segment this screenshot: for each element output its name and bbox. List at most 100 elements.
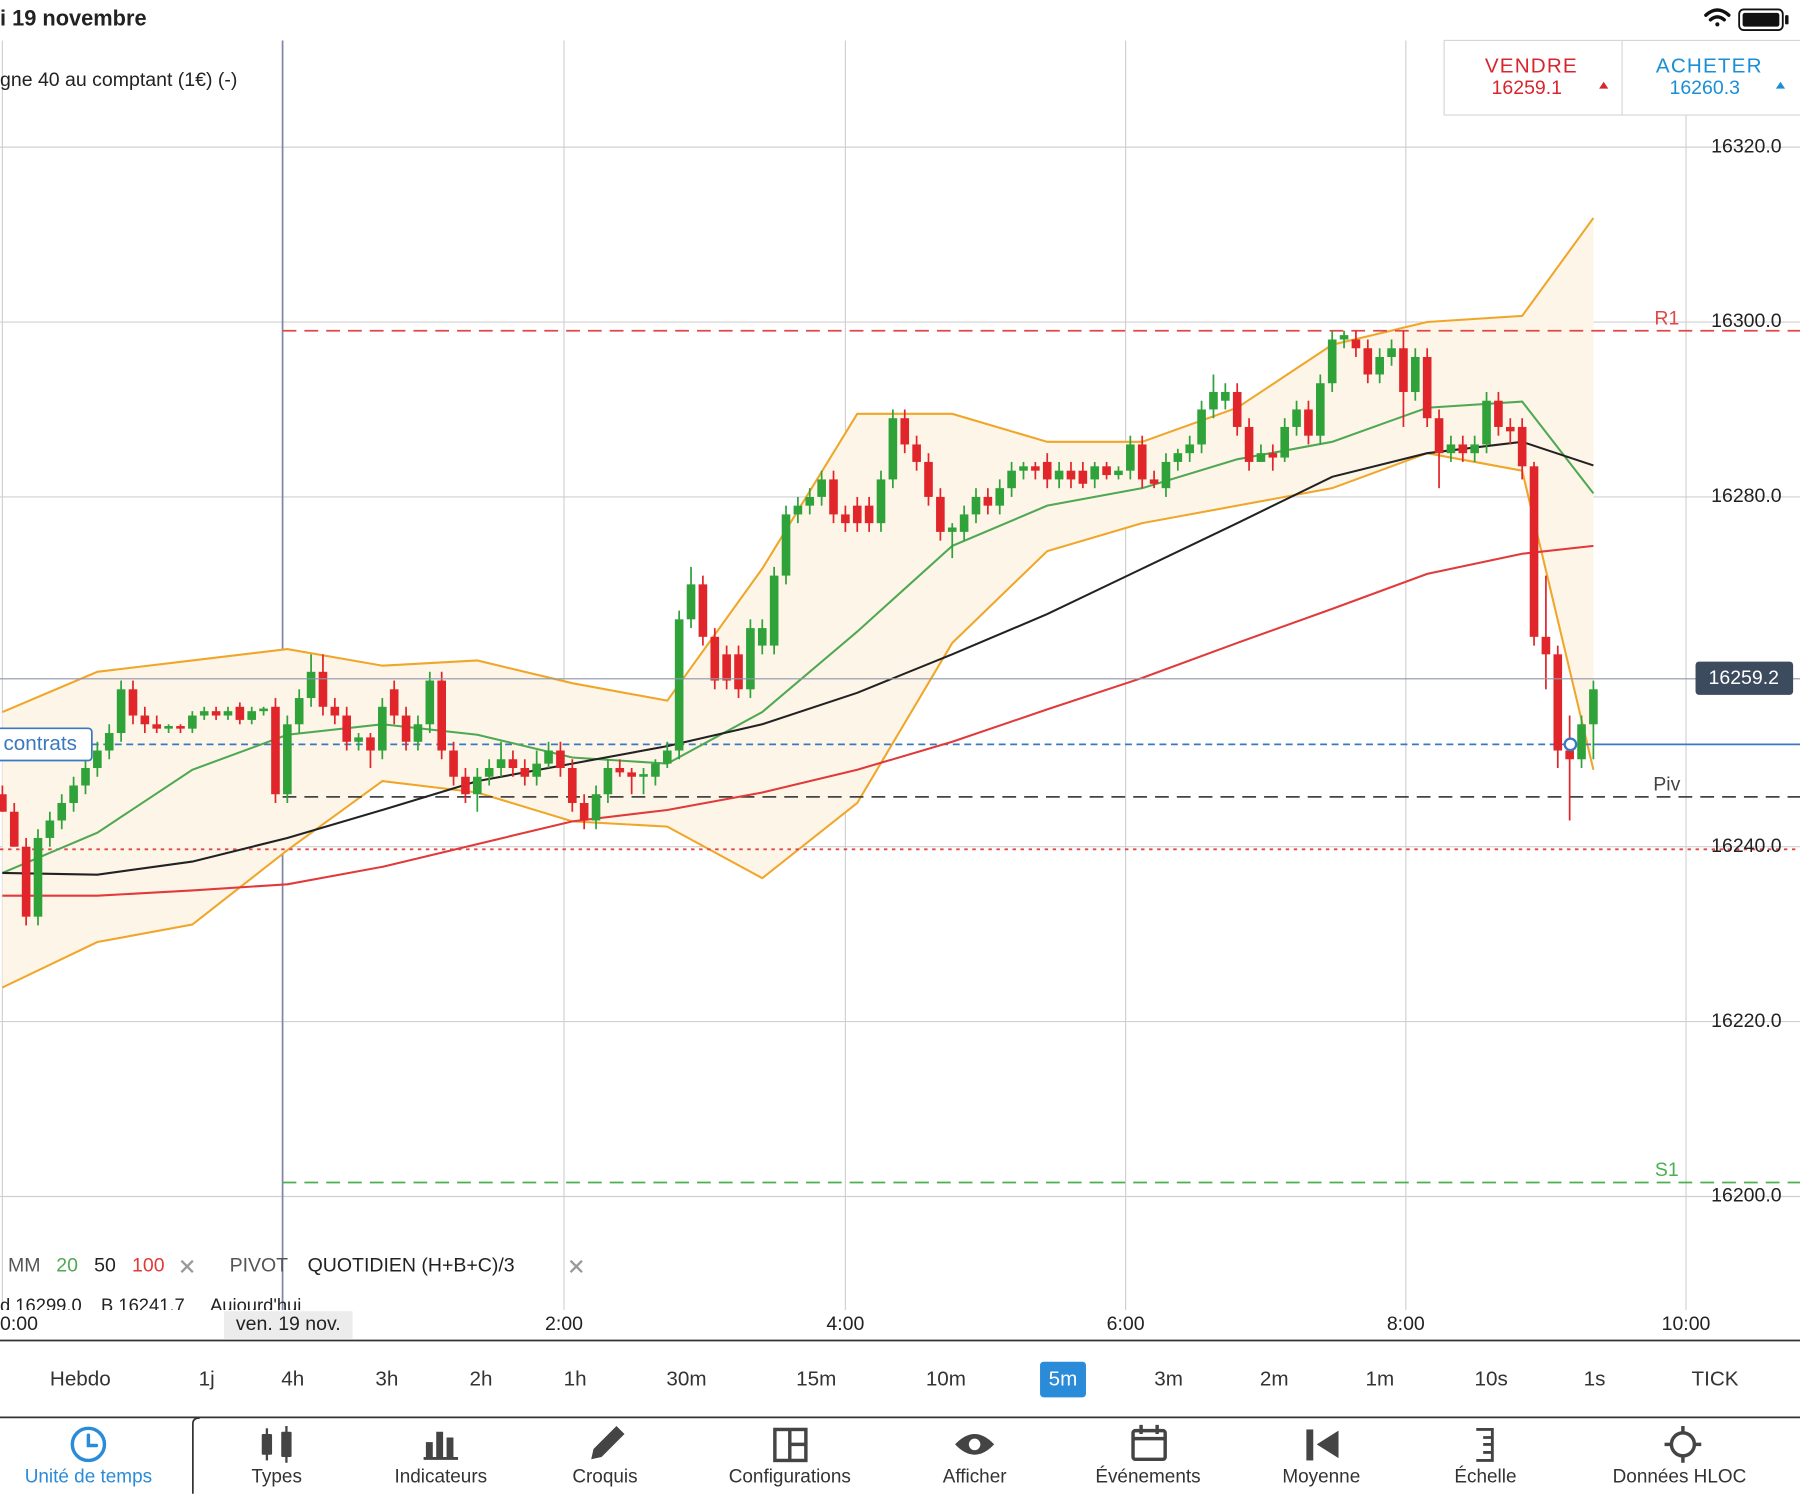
buy-label[interactable]: ACHETER <box>1656 54 1763 77</box>
candle-body <box>401 715 411 742</box>
toolbar-item[interactable]: Échelle <box>1454 1467 1516 1488</box>
tab-separator <box>191 1417 200 1494</box>
toolbar: Unité de temps Types Indicateurs Croquis Con… <box>25 1424 1747 1488</box>
candle-body <box>1268 453 1278 458</box>
ohlc-high: d 16299.0 <box>0 1294 82 1315</box>
timeframe-option[interactable]: Hebdo <box>50 1368 111 1391</box>
candle-body <box>1256 453 1266 462</box>
candle-body <box>164 726 173 729</box>
timeframe-option[interactable]: 10s <box>1475 1368 1508 1391</box>
candle-body <box>294 698 304 725</box>
x-tick-label: 8:00 <box>1387 1313 1425 1335</box>
timeframe-option[interactable]: 15m <box>796 1368 836 1391</box>
candle-body <box>686 584 696 620</box>
candle-body <box>306 671 316 699</box>
candle-body <box>425 680 435 725</box>
x-tick-label: 0:00 <box>0 1313 38 1335</box>
candle-body <box>864 505 874 524</box>
candle-body <box>1078 470 1088 484</box>
candle-body <box>1517 426 1527 467</box>
timeframe-option[interactable]: 10m <box>926 1368 966 1391</box>
candle-body <box>1019 466 1028 471</box>
timeframe-option[interactable]: 3h <box>375 1368 398 1391</box>
bollinger-lower <box>1 452 1595 989</box>
buy-button[interactable]: ACHETER 16260.3 <box>1656 54 1786 99</box>
timeframe-option[interactable]: 2h <box>470 1368 493 1391</box>
toolbar-item[interactable]: Unité de temps <box>25 1467 152 1488</box>
candle-body <box>104 733 114 751</box>
ma-name: 100 <box>132 1255 165 1277</box>
last-point <box>1563 737 1578 752</box>
timeframe-bar: Hebdo 1j 4h 3h 2h 1h 30m 15m 10m 5m 3m 2m 1m 10s 1s TIC… <box>50 1361 1739 1398</box>
candle-body <box>591 794 601 821</box>
toolbar-item[interactable]: Moyenne <box>1282 1467 1360 1488</box>
candle-body <box>128 689 138 716</box>
buy-arrow <box>1775 81 1786 89</box>
candle-body <box>769 575 779 646</box>
candle-body <box>674 619 684 751</box>
candle-body <box>1280 426 1290 458</box>
sell-price[interactable]: 16259.1 <box>1492 77 1563 99</box>
candle-body <box>1042 461 1052 480</box>
position-label: contrats <box>3 732 76 755</box>
candle-body <box>1209 391 1218 410</box>
level-label: S1 <box>1655 1159 1679 1181</box>
candle-body <box>841 514 850 524</box>
candle-body <box>876 479 886 524</box>
candle-body <box>662 750 672 764</box>
timeframe-option[interactable]: 1h <box>564 1368 587 1391</box>
calendar-icon <box>1131 1424 1167 1462</box>
last-price-label: 16259.2 <box>1709 667 1780 689</box>
toolbar-item[interactable]: Indicateurs <box>394 1467 487 1488</box>
candle-body <box>1149 479 1159 484</box>
candle-body <box>567 768 577 803</box>
sell-label[interactable]: VENDRE <box>1485 54 1578 77</box>
timeframe-option[interactable]: 2m <box>1260 1368 1289 1391</box>
candle-body <box>852 505 862 524</box>
x-tick-label: ven. 19 nov. <box>236 1313 341 1335</box>
timeframe-option[interactable]: 30m <box>666 1368 706 1391</box>
scale-icon <box>1476 1428 1494 1462</box>
timeframe-option[interactable]: 4h <box>281 1368 304 1391</box>
timeframe-option[interactable]: 1m <box>1365 1368 1394 1391</box>
candle-body <box>1339 335 1349 340</box>
candle-body <box>259 708 268 712</box>
candle-body <box>461 776 470 795</box>
candle-body <box>544 750 553 764</box>
timeframe-option[interactable]: 3m <box>1154 1368 1183 1391</box>
candle-body <box>57 802 67 821</box>
toolbar-item[interactable]: Types <box>251 1467 302 1488</box>
remove-ma[interactable] <box>180 1259 194 1274</box>
date-badge <box>224 1311 353 1339</box>
toolbar-item[interactable]: Configurations <box>729 1467 851 1488</box>
candle-body <box>116 689 126 734</box>
remove-pivot[interactable] <box>569 1259 583 1274</box>
level-label: Piv <box>1653 774 1680 796</box>
candle-body <box>900 418 910 445</box>
timeframe-option[interactable]: 5m <box>1049 1368 1078 1391</box>
toolbar-item[interactable]: Événements <box>1095 1467 1200 1488</box>
sell-button[interactable]: VENDRE 16259.1 <box>1485 54 1609 99</box>
ohlc-low: B 16241.7 <box>101 1294 185 1315</box>
candle-body <box>1054 470 1064 480</box>
candle-body <box>1173 453 1183 462</box>
candle-body <box>437 680 446 751</box>
timeframe-option[interactable]: 1j <box>199 1368 215 1391</box>
timeframe-option[interactable]: TICK <box>1692 1368 1739 1391</box>
toolbar-item[interactable]: Afficher <box>943 1467 1007 1488</box>
timeframe-option[interactable]: 1s <box>1584 1368 1606 1391</box>
candle-body <box>1221 391 1230 401</box>
candle-body <box>1541 636 1551 655</box>
candle-body <box>520 768 530 777</box>
sell-arrow <box>1599 81 1609 89</box>
candle-body <box>1529 466 1539 637</box>
layout-icon <box>773 1427 808 1463</box>
toolbar-item[interactable]: Croquis <box>572 1467 637 1488</box>
buy-price[interactable]: 16260.3 <box>1669 77 1740 99</box>
toolbar-item[interactable]: Données HLOC <box>1613 1467 1747 1488</box>
timeframe-selected[interactable] <box>1040 1361 1086 1398</box>
candle-body <box>829 479 838 515</box>
status-date: i 19 novembre <box>0 6 147 31</box>
